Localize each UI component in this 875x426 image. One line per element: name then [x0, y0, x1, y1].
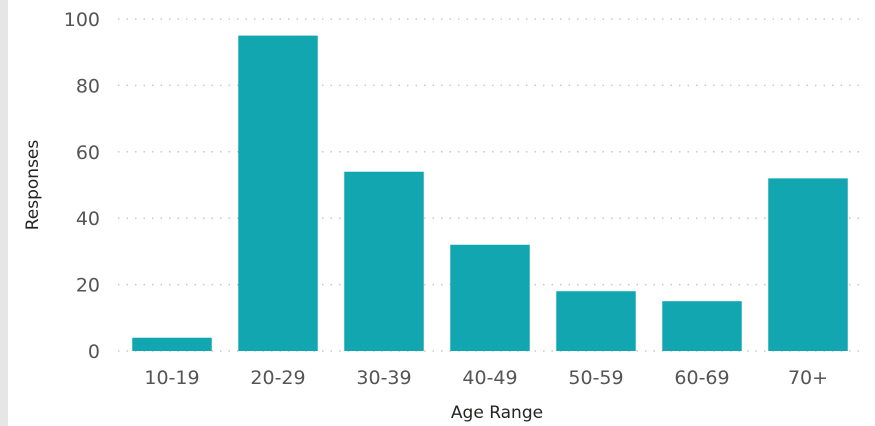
y-axis-ticks: 0 20 40 60 80 100 — [64, 9, 100, 363]
x-tick-label: 60-69 — [674, 367, 729, 389]
x-tick-label: 50-59 — [568, 367, 623, 389]
y-tick-label: 40 — [76, 208, 100, 230]
y-axis-title: Responses — [23, 140, 43, 231]
bar-20-29[interactable] — [238, 35, 318, 351]
y-tick-label: 0 — [88, 341, 100, 363]
bar-50-59[interactable] — [556, 291, 636, 351]
x-axis-ticks: 10-19 20-29 30-39 40-49 50-59 60-69 70+ — [144, 367, 828, 389]
x-tick-label: 40-49 — [462, 367, 517, 389]
bar-10-19[interactable] — [132, 337, 212, 351]
left-edge-strip — [0, 0, 8, 426]
bar-60-69[interactable] — [662, 301, 742, 351]
bar-30-39[interactable] — [344, 171, 424, 351]
bar-70+[interactable] — [768, 178, 848, 351]
x-axis-title: Age Range — [451, 403, 543, 423]
bar-40-49[interactable] — [450, 244, 530, 351]
x-tick-label: 30-39 — [356, 367, 411, 389]
x-tick-label: 70+ — [788, 367, 828, 389]
x-tick-label: 20-29 — [250, 367, 305, 389]
y-tick-label: 80 — [76, 75, 100, 97]
bars — [132, 35, 848, 351]
y-tick-label: 100 — [64, 9, 100, 31]
y-tick-label: 60 — [76, 142, 100, 164]
y-tick-label: 20 — [76, 275, 100, 297]
x-tick-label: 10-19 — [144, 367, 199, 389]
